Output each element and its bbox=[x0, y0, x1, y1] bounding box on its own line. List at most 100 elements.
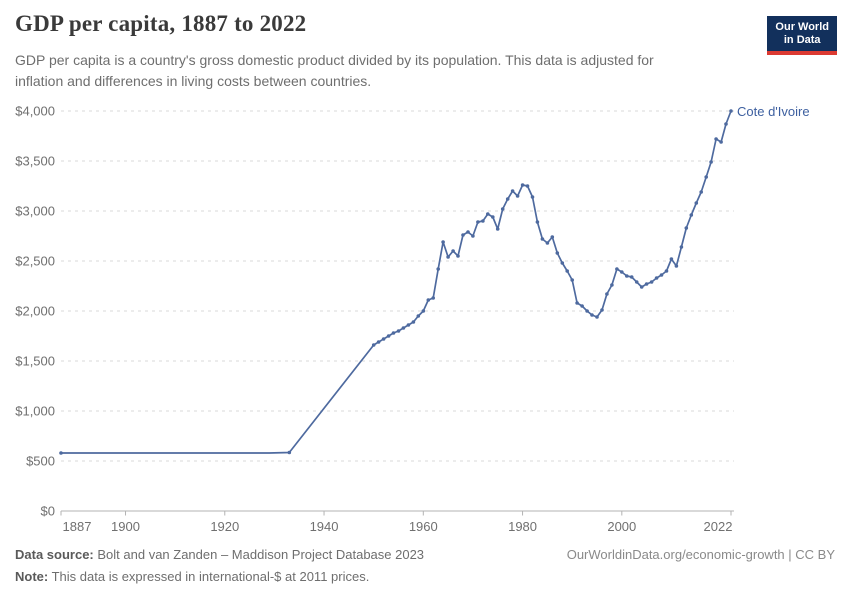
data-point bbox=[431, 296, 436, 300]
data-point bbox=[575, 301, 579, 305]
data-point bbox=[679, 245, 684, 249]
data-point bbox=[486, 212, 490, 216]
data-point bbox=[610, 283, 614, 287]
data-point bbox=[441, 240, 445, 244]
line-series bbox=[60, 110, 732, 454]
data-point bbox=[446, 255, 450, 259]
series-entity-label: Cote d'Ivoire bbox=[737, 104, 810, 119]
data-point bbox=[595, 315, 599, 319]
data-point bbox=[371, 343, 376, 347]
owid-logo: Our World in Data bbox=[767, 16, 837, 55]
y-tick-label: $3,000 bbox=[15, 204, 55, 219]
data-point bbox=[560, 261, 565, 265]
data-point bbox=[714, 137, 718, 141]
data-point bbox=[391, 331, 396, 335]
data-point bbox=[520, 183, 525, 187]
data-point bbox=[456, 254, 460, 258]
data-point bbox=[620, 270, 624, 274]
data-source-line: Data source: Bolt and van Zanden – Maddi… bbox=[15, 547, 424, 562]
y-tick-label: $1,000 bbox=[15, 404, 55, 419]
data-point bbox=[545, 241, 550, 245]
data-point bbox=[396, 329, 401, 333]
data-point bbox=[436, 267, 441, 271]
data-point bbox=[505, 197, 510, 201]
data-point bbox=[535, 220, 540, 224]
gdp-line-chart: $0 $500 $1,000 $1,500 $2,000 $2,500 $3,000 $3,5… bbox=[15, 104, 734, 534]
series-line bbox=[60, 110, 732, 454]
data-point bbox=[615, 267, 619, 271]
page-title: GDP per capita, 1887 to 2022 bbox=[15, 11, 307, 36]
data-point bbox=[411, 320, 416, 324]
data-point bbox=[471, 234, 475, 238]
owid-logo-line1: Our World bbox=[775, 21, 829, 33]
data-point bbox=[654, 276, 659, 280]
chart-subtitle: GDP per capita is a country's gross dome… bbox=[15, 52, 654, 89]
data-point bbox=[729, 109, 733, 113]
x-tick-label: 1960 bbox=[409, 519, 438, 534]
data-point bbox=[461, 233, 465, 237]
y-tick-label: $2,500 bbox=[15, 254, 55, 269]
data-point bbox=[525, 184, 530, 188]
data-point bbox=[451, 249, 455, 253]
x-tick-label: 2000 bbox=[607, 519, 636, 534]
data-point bbox=[649, 280, 654, 284]
data-point bbox=[476, 220, 480, 224]
data-point bbox=[644, 282, 649, 286]
owid-logo-line2: in Data bbox=[783, 34, 821, 46]
data-point bbox=[724, 122, 728, 126]
data-point bbox=[530, 195, 535, 199]
data-point bbox=[605, 292, 609, 296]
data-point bbox=[416, 314, 421, 318]
data-point bbox=[495, 227, 500, 231]
data-point bbox=[386, 334, 391, 338]
x-axis: 1887 1900 1920 1940 1960 1980 2000 2022 bbox=[60, 511, 733, 534]
data-point bbox=[540, 237, 545, 241]
data-point bbox=[684, 226, 689, 230]
data-point bbox=[491, 215, 495, 219]
y-tick-label: $500 bbox=[26, 454, 55, 469]
data-point bbox=[481, 219, 485, 223]
data-point bbox=[674, 264, 679, 268]
data-point bbox=[421, 309, 426, 313]
note-text: This data is expressed in international-… bbox=[51, 569, 370, 584]
data-point bbox=[719, 140, 723, 144]
data-point-markers bbox=[59, 109, 733, 455]
data-point bbox=[709, 160, 713, 164]
data-point bbox=[634, 280, 639, 284]
data-point bbox=[466, 230, 470, 234]
data-point bbox=[401, 326, 406, 330]
owid-link[interactable]: OurWorldinData.org/economic-growth | CC … bbox=[566, 547, 835, 562]
data-point bbox=[639, 285, 644, 289]
data-point bbox=[570, 278, 574, 282]
data-source-text: Bolt and van Zanden – Maddison Project D… bbox=[97, 547, 425, 562]
y-tick-label: $4,000 bbox=[15, 104, 55, 119]
x-tick-label: 1920 bbox=[210, 519, 239, 534]
data-point bbox=[565, 269, 569, 273]
y-tick-label: $0 bbox=[41, 504, 55, 519]
gridlines: $0 $500 $1,000 $1,500 $2,000 $2,500 $3,000 $3,5… bbox=[15, 104, 734, 519]
data-point bbox=[704, 175, 708, 179]
data-point bbox=[669, 257, 674, 261]
data-point bbox=[510, 189, 515, 193]
data-point bbox=[515, 194, 520, 198]
data-point bbox=[555, 251, 560, 255]
data-point bbox=[694, 201, 699, 205]
data-point bbox=[59, 451, 63, 455]
data-point bbox=[426, 298, 431, 302]
x-tick-label: 2022 bbox=[704, 519, 733, 534]
data-point bbox=[580, 304, 584, 308]
x-tick-label: 1980 bbox=[508, 519, 537, 534]
data-source-label: Data source: bbox=[15, 547, 94, 562]
data-point bbox=[590, 313, 594, 317]
y-tick-label: $2,000 bbox=[15, 304, 55, 319]
note-line: Note: This data is expressed in internat… bbox=[15, 569, 369, 584]
data-point bbox=[500, 207, 505, 211]
data-point bbox=[699, 190, 703, 194]
data-point bbox=[381, 337, 386, 341]
data-point bbox=[689, 213, 694, 217]
x-tick-label: 1940 bbox=[310, 519, 339, 534]
y-tick-label: $1,500 bbox=[15, 354, 55, 369]
data-point bbox=[625, 274, 629, 278]
data-point bbox=[406, 323, 411, 327]
